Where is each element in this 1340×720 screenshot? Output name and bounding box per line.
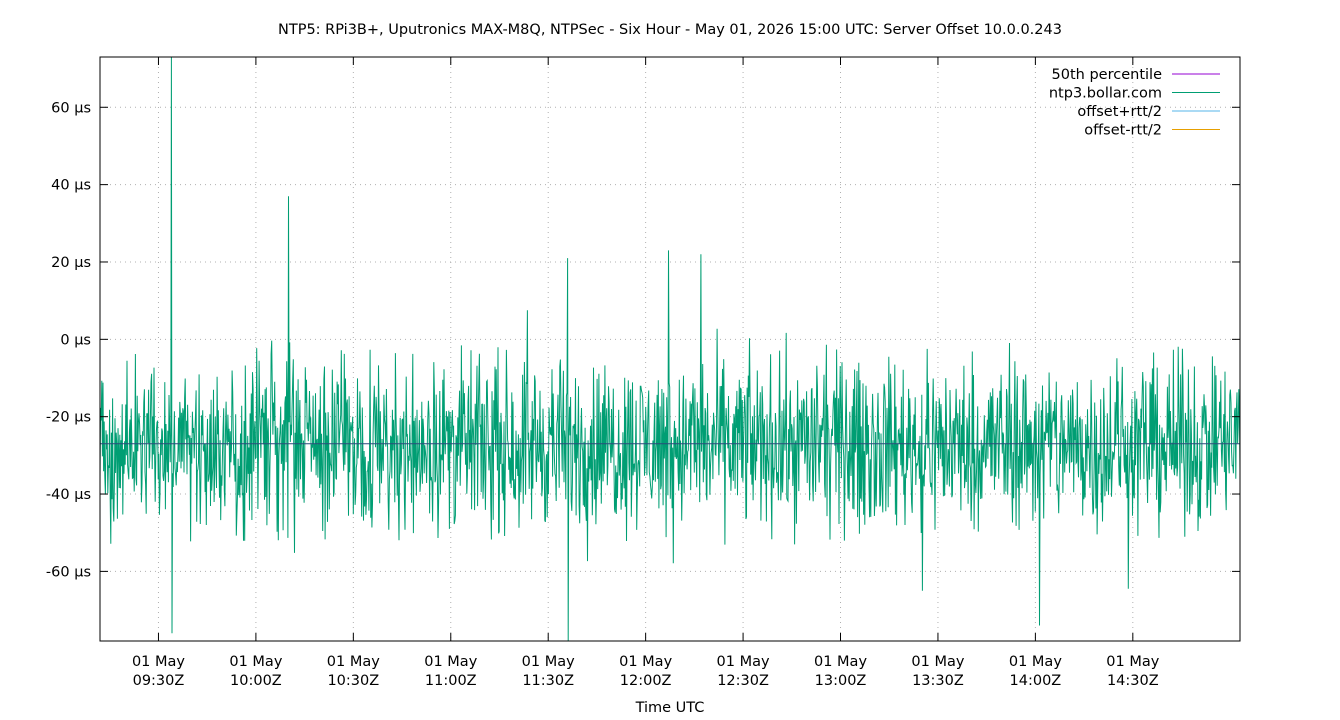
x-tick-date: 01 May bbox=[717, 654, 770, 670]
y-tick-label: 60 µs bbox=[51, 100, 91, 116]
x-tick-time: 11:00Z bbox=[425, 673, 477, 689]
x-tick-time: 14:30Z bbox=[1107, 673, 1159, 689]
y-tick-label: 20 µs bbox=[51, 255, 91, 271]
x-tick-time: 13:30Z bbox=[912, 673, 964, 689]
x-tick-time: 12:00Z bbox=[620, 673, 672, 689]
x-tick-date: 01 May bbox=[1106, 654, 1159, 670]
x-tick-time: 10:30Z bbox=[327, 673, 379, 689]
x-tick-time: 14:00Z bbox=[1010, 673, 1062, 689]
x-tick-date: 01 May bbox=[1009, 654, 1062, 670]
series-line-ntp3-bollar-com bbox=[99, 56, 1241, 642]
x-tick-time: 13:00Z bbox=[815, 673, 867, 689]
y-tick-label: 0 µs bbox=[60, 332, 91, 348]
legend: 50th percentile ntp3.bollar.com offset+rtt… bbox=[1049, 67, 1220, 139]
x-tick-date: 01 May bbox=[424, 654, 477, 670]
x-tick-date: 01 May bbox=[522, 654, 575, 670]
legend-label: ntp3.bollar.com bbox=[1049, 86, 1162, 102]
y-tick-label: 40 µs bbox=[51, 178, 91, 194]
plot-frame bbox=[99, 56, 1241, 642]
x-tick-date: 01 May bbox=[911, 654, 964, 670]
x-tick-date: 01 May bbox=[229, 654, 282, 670]
legend-label: offset-rtt/2 bbox=[1084, 123, 1162, 139]
y-axis: 60 µs 40 µs 20 µs 0 µs -20 µs -40 µs -60 µs bbox=[46, 100, 1240, 580]
y-tick-label: -40 µs bbox=[46, 487, 91, 503]
x-tick-date: 01 May bbox=[327, 654, 380, 670]
plot-data bbox=[99, 56, 1241, 642]
x-tick-time: 10:00Z bbox=[230, 673, 282, 689]
legend-label: offset+rtt/2 bbox=[1077, 104, 1162, 120]
x-tick-time: 11:30Z bbox=[522, 673, 574, 689]
x-tick-date: 01 May bbox=[814, 654, 867, 670]
x-tick-time: 09:30Z bbox=[133, 673, 185, 689]
x-tick-time: 12:30Z bbox=[717, 673, 769, 689]
x-tick-date: 01 May bbox=[132, 654, 185, 670]
x-tick-date: 01 May bbox=[619, 654, 672, 670]
legend-label: 50th percentile bbox=[1052, 67, 1163, 83]
x-axis: 01 May 09:30Z 01 May 10:00Z 01 May 10:30Z 01 M… bbox=[132, 57, 1160, 689]
y-tick-label: -60 µs bbox=[46, 564, 91, 580]
x-axis-label: Time UTC bbox=[635, 700, 705, 716]
chart-title: NTP5: RPi3B+, Uputronics MAX-M8Q, NTPSec… bbox=[278, 22, 1062, 38]
y-tick-label: -20 µs bbox=[46, 410, 91, 426]
